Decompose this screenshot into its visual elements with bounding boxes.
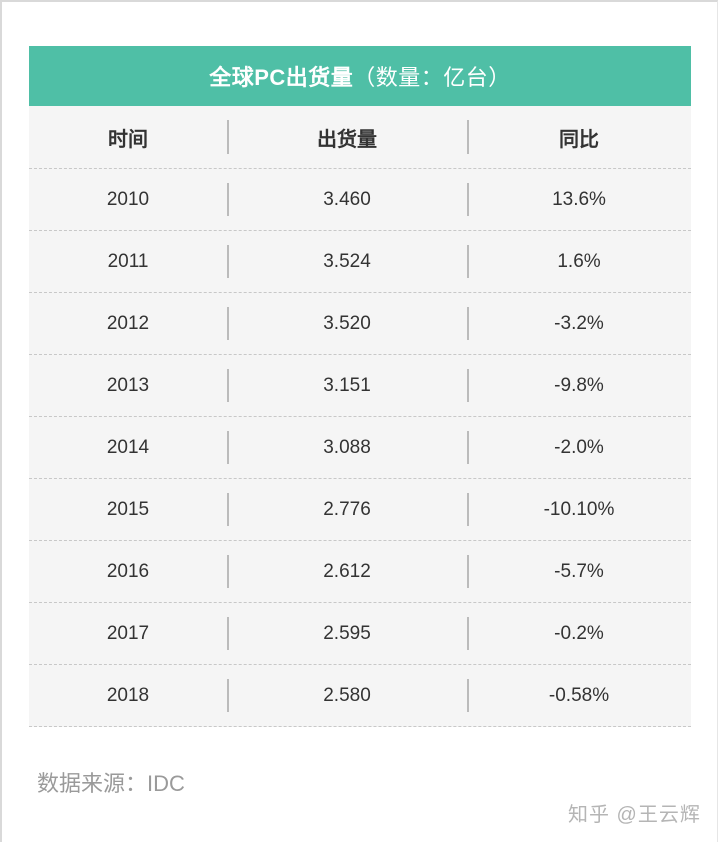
data-table: 全球PC出货量 （数量：亿台） 时间 出货量 同比 2010 3.460 13.6… <box>29 46 691 727</box>
header-shipments: 出货量 <box>227 106 467 168</box>
cell-shipments: 3.088 <box>227 417 467 478</box>
cell-year: 2016 <box>106 560 150 582</box>
table-row: 2013 3.151 -9.8% <box>29 355 691 417</box>
table-row: 2016 2.612 -5.7% <box>29 541 691 603</box>
cell-shipments: 3.151 <box>227 355 467 416</box>
cell-shipments: 2.595 <box>227 603 467 664</box>
cell-shipments: 3.520 <box>227 293 467 354</box>
cell-shipments: 2.580 <box>227 665 467 726</box>
watermark: 知乎 @王云辉 <box>568 804 701 826</box>
cell-year: 2014 <box>106 436 150 458</box>
table-row: 2017 2.595 -0.2% <box>29 603 691 665</box>
header-yoy: 同比 <box>467 106 691 168</box>
table-row: 2010 3.460 13.6% <box>29 169 691 231</box>
cell-yoy: -0.2% <box>467 603 691 664</box>
cell-yoy: 1.6% <box>467 231 691 292</box>
cell-year: 2011 <box>107 250 149 272</box>
cell-yoy: 13.6% <box>467 169 691 230</box>
cell-year: 2015 <box>106 498 150 520</box>
cell-shipments: 3.524 <box>227 231 467 292</box>
cell-yoy: -10.10% <box>467 479 691 540</box>
data-source-note: 数据来源：IDC <box>37 771 185 796</box>
cell-year: 2010 <box>106 188 150 210</box>
cell-year: 2012 <box>106 312 150 334</box>
cell-year: 2017 <box>106 622 150 644</box>
title-unit: （数量：亿台） <box>353 65 511 90</box>
table-title: 全球PC出货量 （数量：亿台） <box>29 46 691 106</box>
title-main: 全球PC出货量 <box>209 65 354 90</box>
cell-year: 2013 <box>106 374 150 396</box>
cell-shipments: 2.776 <box>227 479 467 540</box>
table-row: 2011 3.524 1.6% <box>29 231 691 293</box>
cell-yoy: -0.58% <box>467 665 691 726</box>
cell-yoy: -2.0% <box>467 417 691 478</box>
table-header-row: 时间 出货量 同比 <box>29 106 691 169</box>
cell-yoy: -3.2% <box>467 293 691 354</box>
cell-shipments: 3.460 <box>227 169 467 230</box>
cell-yoy: -5.7% <box>467 541 691 602</box>
table-row: 2012 3.520 -3.2% <box>29 293 691 355</box>
table-row: 2014 3.088 -2.0% <box>29 417 691 479</box>
cell-yoy: -9.8% <box>467 355 691 416</box>
cell-shipments: 2.612 <box>227 541 467 602</box>
cell-year: 2018 <box>106 684 150 706</box>
header-time: 时间 <box>108 128 148 151</box>
table-row: 2015 2.776 -10.10% <box>29 479 691 541</box>
table-row: 2018 2.580 -0.58% <box>29 665 691 727</box>
